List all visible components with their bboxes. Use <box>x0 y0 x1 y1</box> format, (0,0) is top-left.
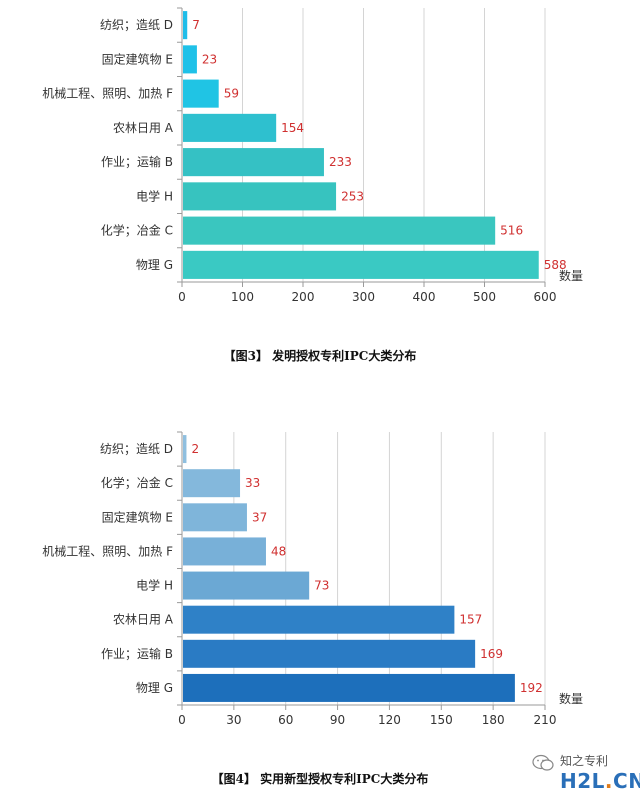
x-tick-label: 200 <box>292 290 315 304</box>
value-label: 2 <box>191 442 199 456</box>
x-axis-title: 数量 <box>559 691 583 706</box>
value-label: 59 <box>224 87 239 101</box>
bar <box>183 503 247 532</box>
x-tick-label: 150 <box>430 713 453 727</box>
value-label: 253 <box>341 189 364 203</box>
x-tick-label: 210 <box>534 713 557 727</box>
value-label: 73 <box>314 579 329 593</box>
x-tick-label: 400 <box>413 290 436 304</box>
category-label: 机械工程、照明、加热 F <box>42 86 173 101</box>
value-label: 516 <box>500 224 523 238</box>
x-tick-label: 90 <box>330 713 345 727</box>
value-label: 154 <box>281 121 304 135</box>
x-tick-label: 30 <box>226 713 241 727</box>
category-label: 电学 H <box>136 188 173 203</box>
bar <box>183 571 310 600</box>
bar <box>183 673 515 702</box>
value-label: 23 <box>202 52 217 66</box>
x-axis-title: 数量 <box>559 268 583 283</box>
category-label: 作业；运输 B <box>101 646 173 661</box>
x-tick-label: 60 <box>278 713 293 727</box>
x-tick-label: 180 <box>482 713 505 727</box>
x-tick-label: 100 <box>231 290 254 304</box>
bar <box>183 182 337 211</box>
value-label: 157 <box>459 613 482 627</box>
category-label: 固定建筑物 E <box>102 51 173 66</box>
bar <box>183 469 241 498</box>
value-label: 33 <box>245 476 260 490</box>
category-label: 物理 G <box>136 681 173 695</box>
bar <box>183 11 188 40</box>
value-label: 192 <box>520 681 543 695</box>
value-label: 37 <box>252 510 267 524</box>
category-label: 作业；运输 B <box>101 154 173 169</box>
category-label: 电学 H <box>136 578 173 593</box>
category-label: 物理 G <box>136 258 173 272</box>
bar <box>183 639 476 668</box>
x-tick-label: 0 <box>178 290 186 304</box>
value-label: 7 <box>192 18 200 32</box>
bar <box>183 605 455 634</box>
value-label: 588 <box>544 258 567 272</box>
bar <box>183 148 324 177</box>
chart2-caption: 【图4】 实用新型授权专利IPC大类分布 <box>211 772 429 786</box>
watermark-small-text: 知之专利 <box>560 754 609 768</box>
bar <box>183 250 539 279</box>
value-label: 233 <box>329 155 352 169</box>
chart1-caption: 【图3】 发明授权专利IPC大类分布 <box>223 349 417 363</box>
category-label: 机械工程、照明、加热 F <box>42 543 173 558</box>
wechat-icon <box>532 754 554 771</box>
watermark-logo: H2L.CN <box>560 769 640 793</box>
x-tick-label: 300 <box>352 290 375 304</box>
bar <box>183 435 187 464</box>
x-tick-label: 0 <box>178 713 186 727</box>
bar <box>183 537 266 566</box>
value-label: 48 <box>271 544 286 558</box>
category-label: 纺织；造纸 D <box>100 18 173 32</box>
category-label: 化学；冶金 C <box>101 223 173 238</box>
category-label: 农林日用 A <box>113 121 174 135</box>
bar <box>183 45 197 74</box>
value-label: 169 <box>480 647 503 661</box>
category-label: 化学；冶金 C <box>101 475 173 490</box>
bar <box>183 79 219 108</box>
x-tick-label: 500 <box>473 290 496 304</box>
x-tick-label: 120 <box>378 713 401 727</box>
category-label: 固定建筑物 E <box>102 509 173 524</box>
bar <box>183 113 277 142</box>
bar <box>183 216 496 245</box>
category-label: 纺织；造纸 D <box>100 442 173 456</box>
category-label: 农林日用 A <box>113 613 174 627</box>
x-tick-label: 600 <box>534 290 557 304</box>
